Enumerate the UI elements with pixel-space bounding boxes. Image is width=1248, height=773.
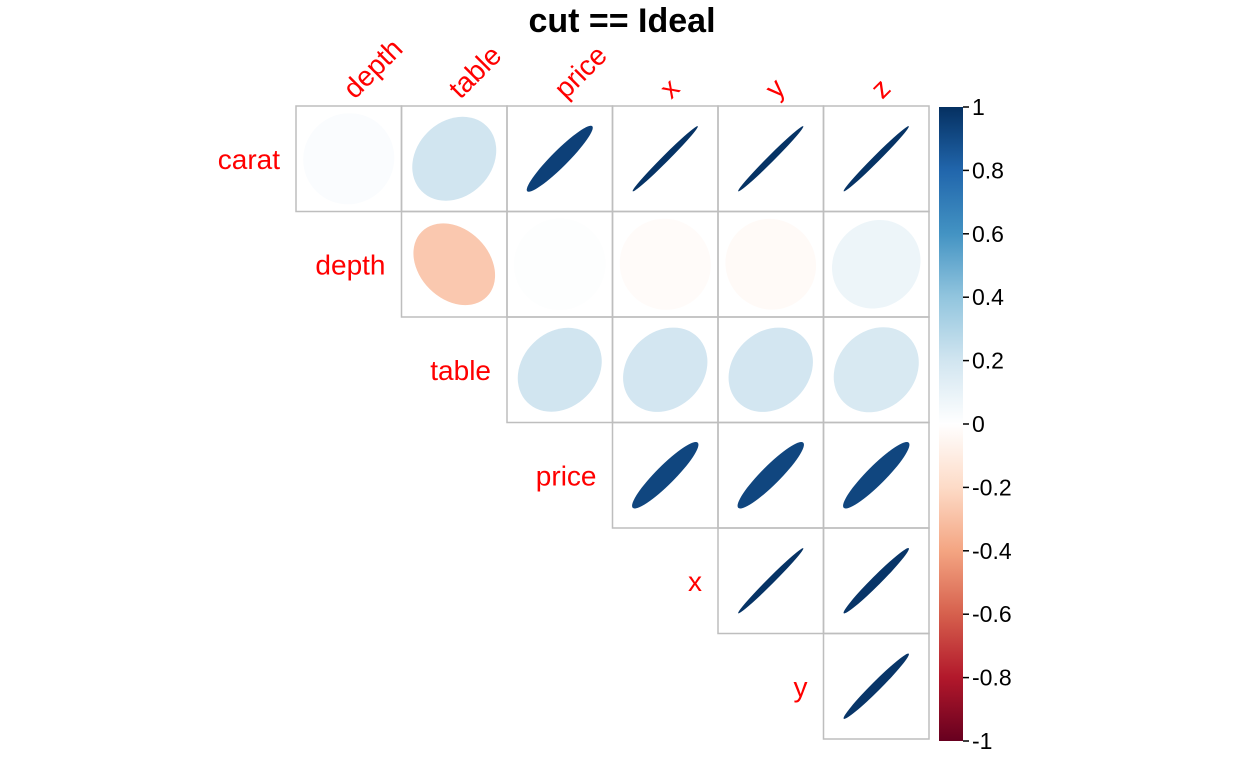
matrix-grid: [295, 105, 930, 740]
ellipse-layer: [303, 113, 921, 719]
correlation-ellipse: [843, 126, 909, 192]
correlation-ellipse: [303, 113, 395, 205]
colorbar-tick-label: 0.4: [972, 284, 1004, 310]
correlation-ellipse: [843, 548, 909, 614]
correlation-ellipse: [619, 218, 711, 310]
correlation-ellipse: [517, 327, 602, 412]
row-label: carat: [218, 144, 280, 175]
correlation-ellipse: [632, 126, 698, 192]
colorbar-tick-label: -1: [972, 728, 992, 754]
correlation-ellipse: [833, 327, 919, 413]
colorbar-tick-label: 0.2: [972, 348, 1004, 374]
colorbar-tick-label: 0.6: [972, 221, 1004, 247]
correlation-ellipse: [632, 442, 699, 509]
row-label: price: [536, 460, 597, 491]
row-label: depth: [315, 249, 385, 280]
correlation-ellipse: [413, 223, 496, 306]
column-label: z: [865, 72, 897, 104]
colorbar-tick-label: 1: [972, 94, 985, 120]
colorbar-tick-label: 0: [972, 411, 985, 437]
colorbar-tick-label: -0.2: [972, 474, 1012, 500]
column-label: depth: [337, 33, 408, 104]
colorbar-tick-label: 0.8: [972, 157, 1004, 183]
correlation-ellipse: [513, 218, 606, 311]
correlation-ellipse: [738, 126, 804, 192]
correlation-ellipse: [728, 327, 813, 412]
row-label: y: [794, 671, 808, 702]
correlation-ellipse: [738, 548, 804, 614]
colorbar-tick-label: -0.8: [972, 665, 1012, 691]
colorbar: 1 0.8 0.6 0.4 0.2 0 -0.2 -0.4 -0.6 -0.8 -1: [939, 94, 1012, 754]
correlation-ellipse: [831, 219, 921, 309]
correlation-ellipse: [623, 327, 708, 412]
colorbar-tick-label: -0.4: [972, 538, 1012, 564]
correlation-ellipse: [843, 442, 910, 509]
correlation-ellipse: [725, 218, 817, 310]
column-label: price: [548, 39, 613, 104]
colorbar-tick-label: -0.6: [972, 601, 1012, 627]
column-label: table: [443, 39, 508, 104]
correlation-ellipse: [843, 653, 909, 719]
correlation-ellipse: [412, 116, 497, 201]
colorbar-gradient: [939, 107, 963, 741]
row-labels: carat depth table price x y: [218, 144, 808, 703]
column-labels: depth table price x y z: [337, 33, 896, 104]
column-label: x: [654, 72, 686, 104]
column-label: y: [759, 72, 791, 104]
matrix-cell: [822, 632, 930, 740]
row-label: table: [430, 355, 491, 386]
correlation-ellipse: [526, 125, 593, 192]
chart-title: cut == Ideal: [528, 2, 715, 40]
row-label: x: [688, 566, 702, 597]
correlation-ellipse: [737, 442, 804, 509]
